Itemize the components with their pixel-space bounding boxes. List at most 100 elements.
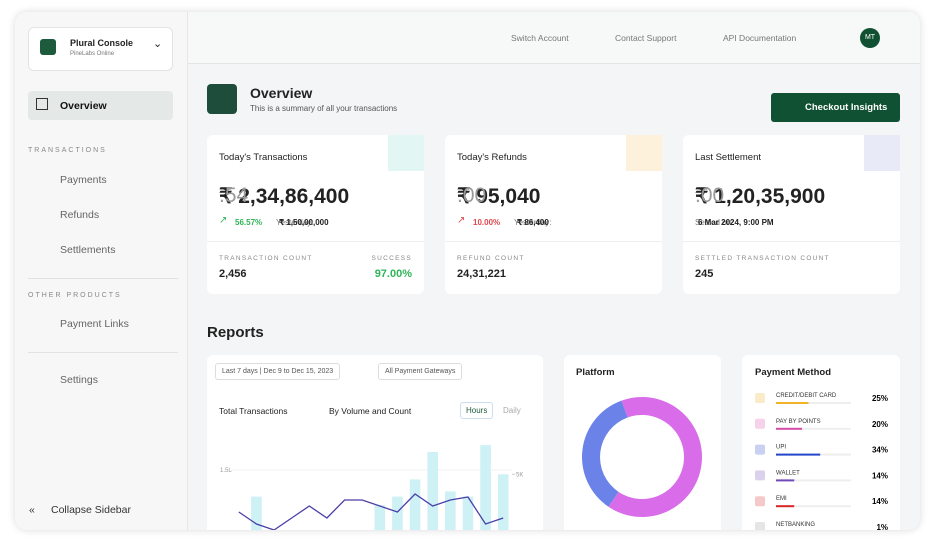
method-track <box>776 402 851 404</box>
stat-value: 2,456 <box>219 268 247 280</box>
nav-active[interactable] <box>28 91 173 120</box>
method-name: WALLET <box>776 470 800 476</box>
y-tick-label: 1.5L <box>220 468 232 474</box>
metric-select[interactable]: Total Transactions <box>219 406 288 416</box>
bar <box>445 491 456 530</box>
card-icon <box>388 135 424 171</box>
checkout-insights-button[interactable]: Checkout Insights <box>771 93 900 122</box>
nav-section: TRANSACTIONS <box>28 147 107 154</box>
nav-section: OTHER PRODUCTS <box>28 292 122 299</box>
change-pct: 10.00% <box>473 218 501 227</box>
method-pct: 20% <box>872 420 888 429</box>
method-pct: 1% <box>876 523 888 530</box>
toggle-hours[interactable]: Hours <box>460 402 494 419</box>
topbar-link[interactable]: Switch Account <box>511 33 569 43</box>
stat-label: SETTLED TRANSACTION COUNT <box>695 255 830 262</box>
divider <box>683 241 900 242</box>
bar <box>374 505 386 530</box>
note-label: Yesterday: <box>514 218 552 227</box>
stat-value: 245 <box>695 268 714 280</box>
payment-title: Payment Method <box>755 367 832 378</box>
method-icon <box>755 444 765 455</box>
account-logo <box>40 39 56 55</box>
nav-icon <box>36 98 48 110</box>
method-pct: 14% <box>872 471 888 480</box>
method-bar <box>776 453 821 456</box>
card-icon <box>864 135 900 171</box>
note-value: 6 Mar 2024, 9:00 PM <box>698 218 774 227</box>
topbar-link[interactable]: API Documentation <box>723 33 797 43</box>
card-amount-decimal: .00 <box>457 184 487 207</box>
account-sub: PineLabs Online <box>70 51 115 57</box>
gateway-filter[interactable]: All Payment Gateways <box>378 363 463 380</box>
bar <box>409 479 421 530</box>
method-bar <box>776 479 795 482</box>
app-frame: Plural Console PineLabs Online ⌄ Overvie… <box>15 12 920 530</box>
platform-title: Platform <box>576 367 615 378</box>
method-icon <box>755 496 765 507</box>
collapse-icon: « <box>29 504 35 516</box>
avatar[interactable]: MT <box>860 28 880 48</box>
toggle-daily[interactable]: Daily <box>503 406 521 415</box>
method-bar <box>776 427 802 430</box>
stat-value: 97.00% <box>374 268 412 280</box>
method-name: NETBANKING <box>776 522 815 528</box>
method-pct: 14% <box>872 497 888 506</box>
bar <box>392 496 403 530</box>
note-value: ₹ 86,400 <box>517 218 549 227</box>
divider <box>445 241 662 242</box>
method-name: PAY BY POINTS <box>776 419 821 425</box>
nav-item[interactable]: Settlements <box>60 244 116 256</box>
charts-layer: 1.5L 5K CREDIT/DEBIT CARD 25% PAY BY POINTS 2… <box>220 393 888 530</box>
change-arrow: ↗ <box>457 215 466 226</box>
method-icon <box>755 418 765 429</box>
card-title: Today's Transactions <box>219 152 308 163</box>
card <box>445 135 662 294</box>
method-track <box>776 479 851 482</box>
date-filter[interactable]: Last 7 days | Dec 9 to Dec 15, 2023 <box>215 363 341 380</box>
nav-item[interactable]: Payments <box>60 174 107 186</box>
change-arrow: ↗ <box>219 215 228 226</box>
nav-item[interactable]: Overview <box>60 100 107 112</box>
stat-label: SUCCESS <box>371 255 412 262</box>
y2-tick-label: 5K <box>516 472 523 478</box>
card-amount-decimal: .00 <box>695 184 725 207</box>
bar <box>427 452 438 530</box>
topbar <box>188 12 920 64</box>
bar <box>462 496 474 530</box>
line <box>238 493 504 530</box>
card-amount: ₹ 2,34,86,400 <box>219 185 350 208</box>
method-icon <box>755 522 765 530</box>
donut-segment <box>581 400 628 507</box>
page-title: Overview <box>250 85 313 101</box>
card-amount: ₹ 1,20,35,900 <box>695 185 826 208</box>
bar <box>497 474 509 530</box>
note-value: ₹ 1,50,00,000 <box>279 218 329 227</box>
card <box>207 135 424 294</box>
card-amount: ₹ 95,040 <box>457 185 541 208</box>
donut-segment <box>608 397 702 517</box>
method-name: UPI <box>776 445 786 451</box>
account-name: Plural Console <box>70 38 134 48</box>
stat-label: REFUND COUNT <box>457 255 525 262</box>
topbar-link[interactable]: Contact Support <box>615 33 677 43</box>
bar <box>251 496 262 530</box>
method-bar <box>776 505 795 508</box>
method-pct: 34% <box>872 446 888 455</box>
nav-item[interactable]: Settings <box>60 374 98 386</box>
divider <box>207 241 424 242</box>
method-name: CREDIT/DEBIT CARD <box>776 393 837 399</box>
payment-card <box>742 355 900 530</box>
divider <box>28 352 178 353</box>
mode-select[interactable]: By Volume and Count <box>329 406 412 416</box>
nav-item[interactable]: Refunds <box>60 209 100 221</box>
method-track <box>776 427 851 430</box>
method-bar <box>776 402 809 404</box>
divider <box>28 278 178 279</box>
nav-item[interactable]: Payment Links <box>60 318 129 330</box>
page-subtitle: This is a summary of all your transactio… <box>250 104 398 113</box>
header-icon <box>207 84 237 114</box>
collapse-sidebar[interactable]: Collapse Sidebar <box>51 504 131 516</box>
reports-title: Reports <box>207 324 264 341</box>
